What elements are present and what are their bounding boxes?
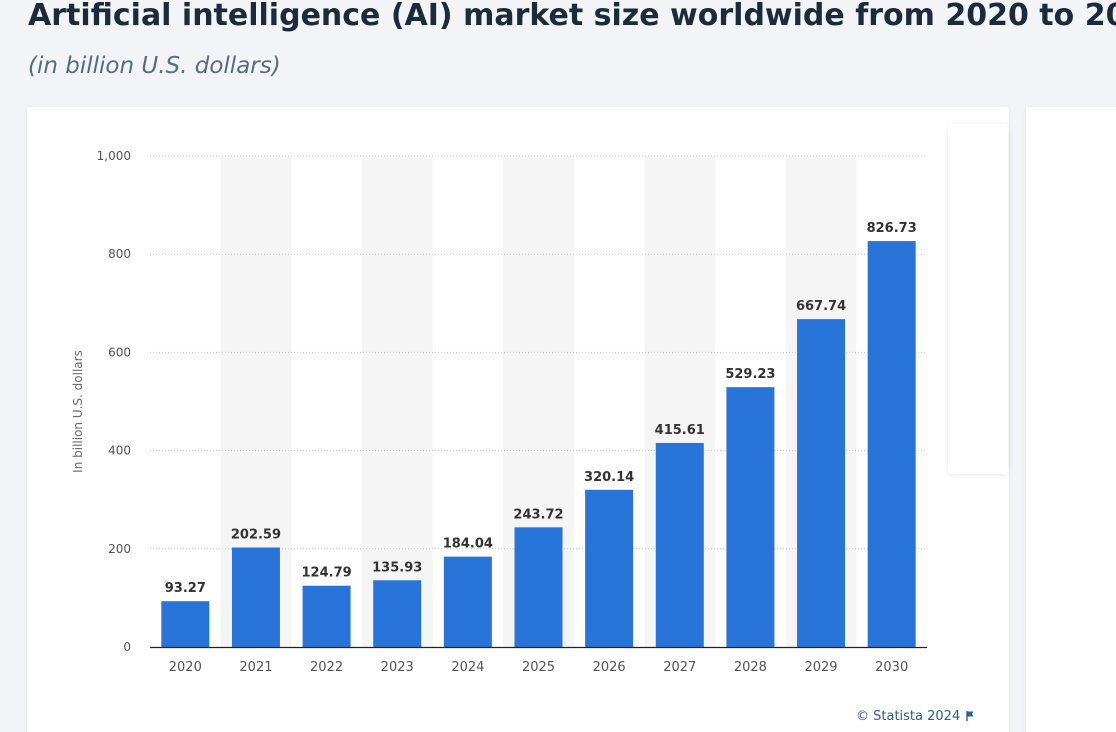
y-tick-label: 1,000 [97, 149, 131, 163]
side-panel [1026, 107, 1116, 732]
x-tick-label: 2023 [381, 660, 414, 675]
bar [585, 489, 634, 647]
x-tick-label: 2024 [451, 660, 484, 675]
flag-icon [966, 711, 974, 721]
bar [231, 547, 280, 647]
bar [302, 585, 351, 647]
data-label: 135.93 [372, 560, 422, 575]
y-axis-label: In billion U.S. dollars [71, 350, 85, 473]
data-label: 826.73 [867, 221, 917, 236]
data-label: 93.27 [165, 581, 206, 596]
page-title: Artificial intelligence (AI) market size… [28, 0, 1116, 33]
data-label: 124.79 [302, 566, 352, 581]
x-tick-label: 2022 [310, 660, 343, 675]
bar [373, 580, 422, 647]
data-label: 415.61 [655, 423, 705, 438]
y-tick-label: 200 [108, 542, 131, 556]
x-tick-label: 2028 [734, 660, 767, 675]
bar [867, 241, 916, 648]
data-label: 202.59 [231, 528, 281, 543]
y-tick-label: 800 [108, 247, 131, 261]
x-tick-label: 2021 [239, 660, 272, 675]
x-tick-label: 2026 [593, 660, 626, 675]
bar [514, 527, 563, 647]
y-tick-label: 600 [108, 345, 131, 359]
x-tick-label: 2027 [663, 660, 696, 675]
data-label: 667.74 [796, 299, 846, 314]
side-tab [948, 124, 1008, 474]
page-subtitle: (in billion U.S. dollars) [28, 53, 281, 79]
x-tick-label: 2029 [804, 660, 837, 675]
bar [161, 601, 210, 647]
y-tick-label: 400 [108, 444, 131, 458]
data-label: 184.04 [443, 537, 493, 552]
bar [443, 556, 492, 647]
statista-credit[interactable]: © Statista 2024 [856, 709, 974, 724]
x-tick-label: 2020 [169, 660, 202, 675]
data-label: 243.72 [513, 507, 563, 522]
x-tick-label: 2025 [522, 660, 555, 675]
x-tick-label: 2030 [875, 660, 908, 675]
bar [797, 319, 846, 647]
credit-text: © Statista 2024 [856, 709, 961, 724]
bar [726, 387, 775, 647]
column-band [361, 156, 433, 647]
data-label: 320.14 [584, 470, 634, 485]
bar [655, 442, 704, 647]
y-tick-label: 0 [123, 640, 131, 654]
data-label: 529.23 [725, 367, 775, 382]
